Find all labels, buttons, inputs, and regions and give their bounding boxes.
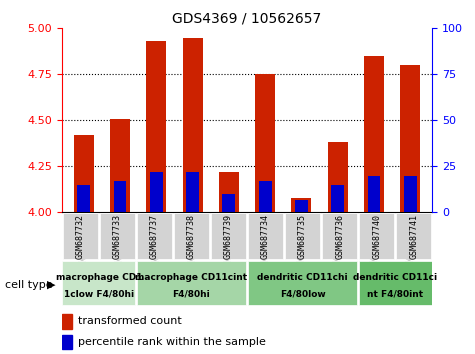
Bar — [63, 261, 135, 305]
Bar — [150, 172, 162, 212]
Bar — [63, 213, 98, 259]
Text: F4/80hi: F4/80hi — [172, 289, 210, 298]
Text: nt F4/80int: nt F4/80int — [367, 289, 423, 298]
Bar — [400, 65, 420, 212]
Text: 1clow F4/80hi: 1clow F4/80hi — [64, 289, 134, 298]
Bar — [368, 176, 380, 212]
Bar — [364, 56, 384, 212]
Bar — [137, 213, 172, 259]
Bar — [77, 185, 90, 212]
Bar — [146, 41, 166, 212]
Bar — [174, 213, 209, 259]
Text: GSM687732: GSM687732 — [76, 214, 85, 259]
Bar — [359, 213, 394, 259]
Bar — [332, 185, 344, 212]
Bar — [322, 213, 357, 259]
Text: dendritic CD11chi: dendritic CD11chi — [257, 273, 348, 282]
Text: ▶: ▶ — [47, 280, 55, 290]
Bar — [110, 119, 130, 212]
Bar — [222, 194, 235, 212]
Bar — [248, 261, 357, 305]
Bar — [62, 335, 72, 349]
Title: GDS4369 / 10562657: GDS4369 / 10562657 — [172, 12, 322, 26]
Text: GSM687739: GSM687739 — [224, 214, 233, 259]
Bar — [137, 261, 246, 305]
Text: GSM687734: GSM687734 — [261, 214, 270, 259]
Text: macrophage CD11cint: macrophage CD11cint — [135, 273, 247, 282]
Text: macrophage CD1: macrophage CD1 — [56, 273, 142, 282]
Text: GSM687736: GSM687736 — [335, 214, 344, 259]
Bar — [328, 142, 348, 212]
Text: GSM687733: GSM687733 — [113, 214, 122, 259]
Bar — [100, 213, 135, 259]
Text: cell type: cell type — [5, 280, 52, 290]
Text: GSM687735: GSM687735 — [298, 214, 307, 259]
Bar — [248, 213, 283, 259]
Text: GSM687738: GSM687738 — [187, 214, 196, 259]
Text: transformed count: transformed count — [78, 316, 181, 326]
Bar — [186, 172, 199, 212]
Bar — [259, 181, 272, 212]
Bar — [255, 74, 275, 212]
Bar — [359, 261, 431, 305]
Bar — [396, 213, 431, 259]
Text: percentile rank within the sample: percentile rank within the sample — [78, 337, 266, 347]
Bar — [295, 200, 308, 212]
Bar — [219, 172, 239, 212]
Bar — [211, 213, 246, 259]
Text: dendritic CD11ci: dendritic CD11ci — [353, 273, 437, 282]
Bar — [62, 314, 72, 329]
Text: GSM687740: GSM687740 — [372, 214, 381, 259]
Text: GSM687737: GSM687737 — [150, 214, 159, 259]
Text: F4/80low: F4/80low — [280, 289, 325, 298]
Bar — [74, 135, 94, 212]
Bar — [285, 213, 320, 259]
Text: GSM687741: GSM687741 — [409, 214, 418, 259]
Bar — [182, 38, 202, 212]
Bar — [404, 176, 417, 212]
Bar — [114, 181, 126, 212]
Bar — [292, 198, 312, 212]
